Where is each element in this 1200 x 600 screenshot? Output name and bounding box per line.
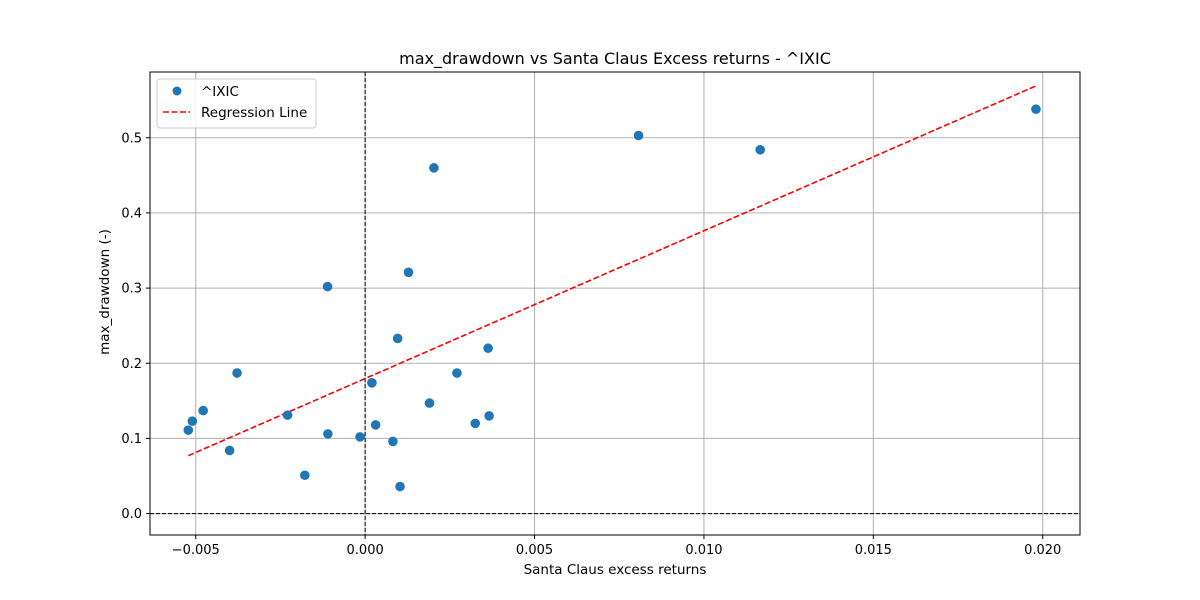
grid <box>150 72 1080 535</box>
data-point <box>232 368 242 378</box>
data-point <box>224 445 235 456</box>
scatter-points <box>183 104 1041 492</box>
chart-title: max_drawdown vs Santa Claus Excess retur… <box>399 49 831 69</box>
data-point <box>395 481 405 492</box>
data-point <box>392 333 403 344</box>
data-point <box>429 163 439 173</box>
data-point <box>323 429 333 439</box>
data-point <box>355 432 365 442</box>
reference-lines <box>150 72 1080 535</box>
y-axis-label: max_drawdown (-) <box>97 229 113 355</box>
plot-frame <box>149 71 1081 536</box>
data-point <box>470 418 481 429</box>
x-tick-label: 0.020 <box>1024 543 1061 558</box>
data-point <box>1031 104 1041 115</box>
data-point <box>187 416 198 426</box>
data-point <box>388 436 398 447</box>
data-point <box>322 281 333 292</box>
y-tick-label: 0.1 <box>121 432 142 447</box>
data-point <box>633 130 644 141</box>
data-point <box>424 398 435 408</box>
data-point <box>183 425 194 435</box>
x-tick-label: −0.005 <box>172 543 220 558</box>
x-tick-label: 0.015 <box>855 543 892 558</box>
x-tick-label: 0.000 <box>347 543 384 558</box>
legend: ^IXIC Regression Line <box>156 78 317 129</box>
x-axis-ticks: −0.005 0.000 0.005 0.010 0.015 0.020 <box>172 535 1061 558</box>
data-point <box>198 405 208 416</box>
y-tick-label: 0.3 <box>121 282 142 297</box>
data-point <box>370 420 381 430</box>
data-point <box>484 411 494 421</box>
data-point <box>300 470 310 481</box>
y-axis-ticks: 0.0 0.1 0.2 0.3 0.4 0.5 <box>121 131 150 522</box>
x-tick-label: 0.010 <box>685 543 722 558</box>
y-tick-label: 0.0 <box>121 507 142 522</box>
legend-label-ixic: ^IXIC <box>201 84 239 100</box>
y-tick-label: 0.2 <box>121 357 142 372</box>
data-point <box>403 267 414 278</box>
y-tick-label: 0.5 <box>121 131 142 146</box>
data-point <box>755 144 765 155</box>
data-point <box>452 368 462 378</box>
legend-marker-ixic <box>172 86 182 96</box>
x-tick-label: 0.005 <box>516 543 553 558</box>
legend-label-regression: Regression Line <box>201 105 307 121</box>
data-point <box>483 343 493 354</box>
y-tick-label: 0.4 <box>121 206 142 221</box>
legend-box <box>156 78 317 129</box>
regression-line-layer <box>187 85 1037 457</box>
regression-line <box>187 85 1037 457</box>
data-point <box>367 377 377 388</box>
data-point <box>282 410 293 420</box>
x-axis-label: Santa Claus excess returns <box>524 562 707 578</box>
